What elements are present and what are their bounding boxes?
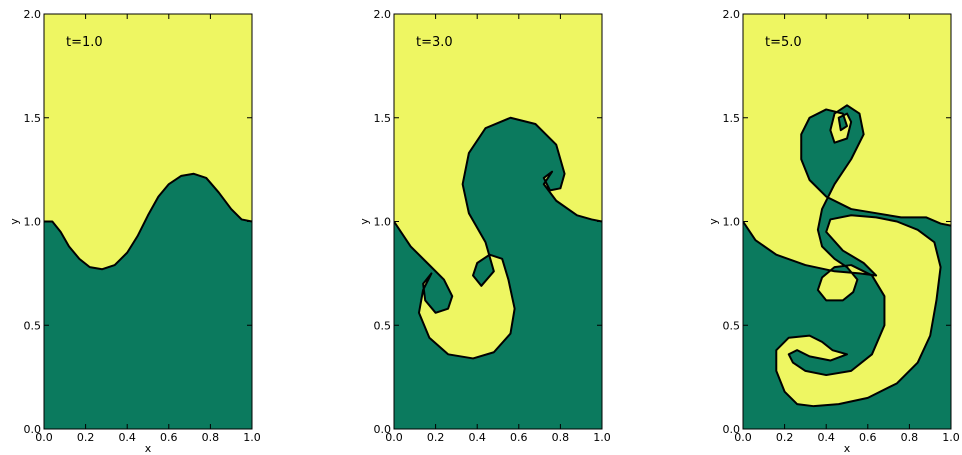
panel-1: 0.0 0.2 0.4 0.6 0.8 1.0 0.0 0.5 1.0 1.5 2.0 x y t=1.0 bbox=[8, 8, 261, 455]
y-tick-label: 1.0 bbox=[374, 216, 392, 229]
x-tick-label: 0.4 bbox=[817, 431, 835, 444]
y-tick-label: 2.0 bbox=[723, 8, 741, 21]
y-tick-label: 1.0 bbox=[24, 216, 42, 229]
y-axis-label: y bbox=[707, 218, 720, 225]
lower-fluid-region bbox=[394, 117, 602, 429]
x-tick-label: 0.0 bbox=[385, 431, 403, 444]
y-tick-label: 0.5 bbox=[24, 319, 42, 332]
x-tick-label: 1.0 bbox=[243, 431, 261, 444]
x-tick-label: 0.4 bbox=[468, 431, 486, 444]
interface-contour bbox=[743, 104, 951, 408]
x-tick-label: 0.8 bbox=[202, 431, 220, 444]
x-tick-label: 0.6 bbox=[160, 431, 178, 444]
x-axis-label: x bbox=[145, 442, 152, 455]
x-tick-label: 0.2 bbox=[427, 431, 445, 444]
lower-fluid-region bbox=[44, 173, 252, 429]
y-tick-label: 0.0 bbox=[374, 423, 392, 436]
x-tick-label: 0.2 bbox=[77, 431, 95, 444]
y-tick-label: 1.5 bbox=[374, 112, 392, 125]
x-tick-label: 1.0 bbox=[593, 431, 611, 444]
y-tick-label: 0.0 bbox=[24, 423, 42, 436]
x-tick-label: 0.6 bbox=[510, 431, 528, 444]
y-tick-label: 0.5 bbox=[374, 319, 392, 332]
x-tick-label: 0.0 bbox=[35, 431, 53, 444]
y-axis-label: y bbox=[358, 218, 371, 225]
x-tick-label: 0.8 bbox=[552, 431, 570, 444]
y-tick-label: 1.0 bbox=[723, 216, 741, 229]
x-tick-label: 0.2 bbox=[776, 431, 794, 444]
y-tick-label: 1.5 bbox=[24, 112, 42, 125]
y-tick-label: 1.5 bbox=[723, 112, 741, 125]
time-annotation: t=3.0 bbox=[416, 35, 453, 50]
interface-contour bbox=[44, 172, 252, 271]
y-tick-label: 2.0 bbox=[24, 8, 42, 21]
time-annotation: t=1.0 bbox=[66, 35, 103, 50]
y-tick-label: 2.0 bbox=[374, 8, 392, 21]
time-annotation: t=5.0 bbox=[765, 35, 802, 50]
x-tick-label: 0.8 bbox=[901, 431, 919, 444]
panel-3: 0.0 0.2 0.4 0.6 0.8 1.0 0.0 0.5 1.0 1.5 2.0 x y t=5.0 bbox=[707, 8, 960, 455]
y-tick-label: 0.5 bbox=[723, 319, 741, 332]
x-tick-label: 0.4 bbox=[118, 431, 136, 444]
x-tick-label: 1.0 bbox=[942, 431, 960, 444]
x-tick-label: 0.6 bbox=[859, 431, 877, 444]
interface-contour bbox=[394, 116, 602, 360]
y-axis-label: y bbox=[8, 218, 21, 225]
panel-2: 0.0 0.2 0.4 0.6 0.8 1.0 0.0 0.5 1.0 1.5 2.0 y t=3.0 bbox=[358, 8, 611, 444]
x-tick-label: 0.0 bbox=[734, 431, 752, 444]
y-tick-label: 0.0 bbox=[723, 423, 741, 436]
x-axis-label: x bbox=[844, 442, 851, 455]
